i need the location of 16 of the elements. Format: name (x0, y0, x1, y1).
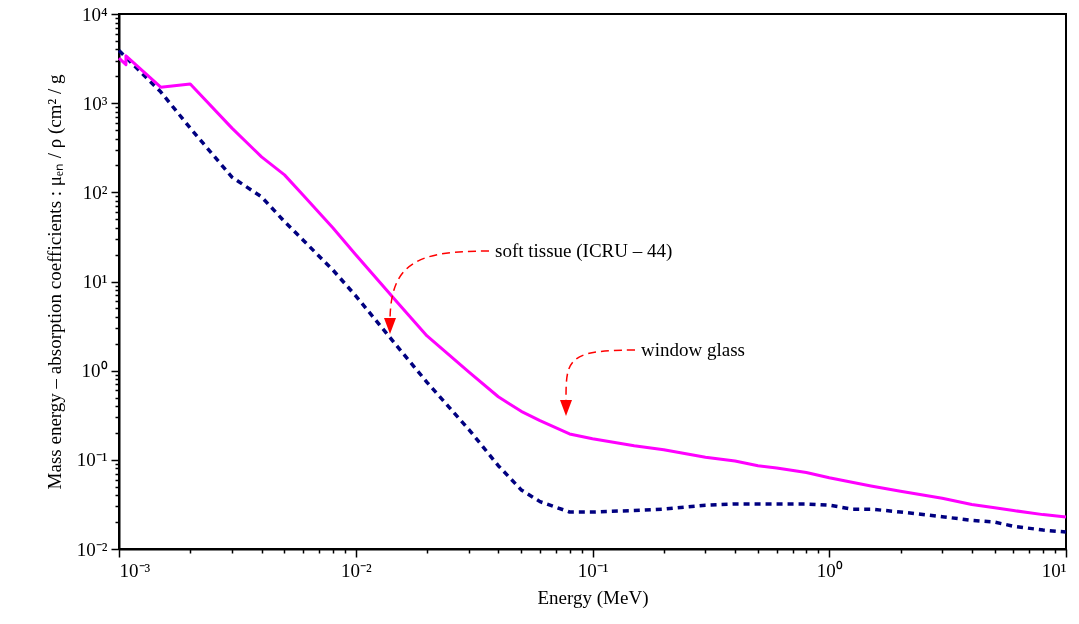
x-tick-label: 10⁰ (816, 559, 843, 581)
y-tick-label: 10⁻² (76, 538, 108, 560)
y-tick-label: 10³ (82, 92, 108, 114)
x-tick-label: 10⁻¹ (577, 559, 609, 581)
y-tick-label: 10² (82, 181, 108, 203)
x-axis-title: Energy (MeV) (537, 586, 649, 609)
y-tick-label: 10⁻¹ (76, 449, 108, 471)
annotation: window glass (641, 339, 745, 360)
annotation: soft tissue (ICRU – 44) (495, 240, 673, 262)
x-tick-label: 10⁻³ (119, 559, 151, 581)
x-tick-label: 10⁻² (340, 559, 372, 581)
y-tick-label: 10⁴ (81, 3, 108, 25)
x-tick-label: 10¹ (1041, 559, 1067, 581)
y-tick-label: 10¹ (82, 271, 108, 292)
y-axis-title: Mass energy – absorption coefficients : μₑₙ / ρ (cm² / g (43, 74, 66, 490)
y-tick-label: 10⁰ (81, 360, 108, 382)
